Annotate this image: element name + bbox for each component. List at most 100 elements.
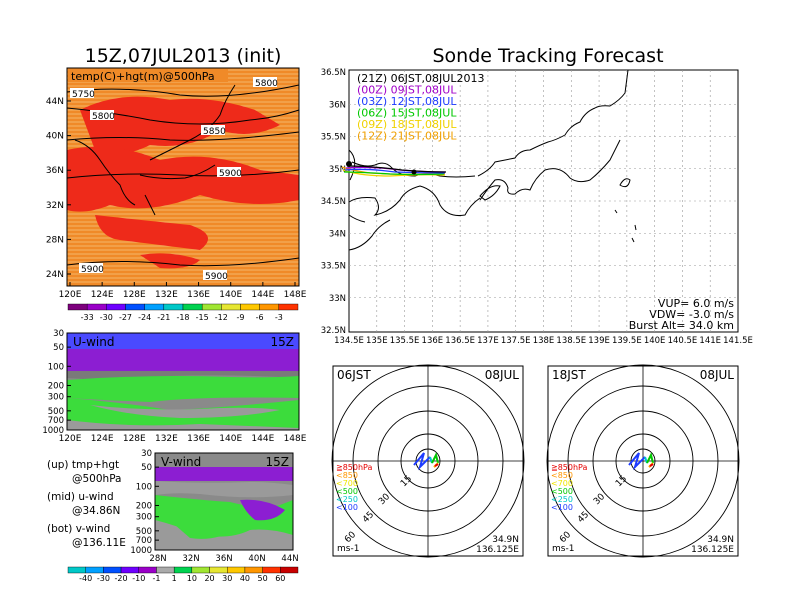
contour-label-5: 5900: [219, 169, 242, 179]
hodograph-segment: [649, 463, 654, 467]
temp-colorbar-swatch: [86, 303, 107, 311]
pressure-legend-entry: <700: [551, 479, 573, 488]
polar-plot-18jst: 18JST 08JUL15304560≧850hPa<850<700<500<25…: [546, 364, 740, 558]
polar-units: ms-1: [337, 544, 359, 554]
map-y-tick-label: 32N: [46, 201, 64, 211]
pressure-legend-entry: <850: [551, 471, 573, 480]
track-x-tick-label: 139E: [588, 336, 610, 346]
wind-colorbar-label: 30: [222, 574, 232, 583]
track-grid: 134.5E 135E 135.5E 136E 136.5E 137E 137.5E 138E…: [321, 68, 753, 346]
track-x-tick-label: 134.5E: [334, 336, 364, 346]
hodograph-segment: [431, 452, 439, 464]
track-y-tick-label: 34N: [329, 229, 346, 239]
uwind-y-tick-label: 1000: [42, 426, 64, 436]
uwind-x-ticks: 120E 124E 128E 132E 136E 140E 144E 148E: [59, 434, 307, 444]
left-title: 15Z,07JUL2013 (init): [85, 45, 282, 67]
track-legend-entry: (21Z) 06JST,08JUL2013: [357, 72, 484, 85]
temp-colorbar-swatch: [240, 303, 260, 311]
track-x-tick-label: 138.5E: [556, 336, 586, 346]
map-y-tick-label: 36N: [46, 166, 64, 176]
temp-colorbar-label: -27: [119, 313, 132, 322]
contour-label-3: 5850: [203, 127, 226, 137]
legend-mid-line1: (mid) u-wind: [47, 491, 114, 503]
temp-colorbar-label: -21: [157, 313, 170, 322]
track-y-tick-label: 34.5N: [321, 197, 346, 207]
track-legend-entry: (00Z) 09JST,08JUL: [357, 84, 457, 97]
vwind-label: V-wind: [161, 455, 201, 469]
temp-colorbar-label: -12: [215, 313, 228, 322]
temp-colorbar-swatch: [259, 303, 280, 311]
map-x-tick-label: 140E: [219, 290, 242, 300]
contour-label-6: 5900: [81, 265, 104, 275]
pressure-legend-entry: <250: [551, 495, 573, 504]
temp-height-map: temp(C)+hgt(m)@500hPa 5750 5800 5850 580…: [46, 67, 307, 300]
side-legend: (up) tmp+hgt @500hPa (mid) u-wind @34.86…: [47, 459, 126, 549]
polar-date-label: 08JUL: [700, 368, 735, 382]
right-title: Sonde Tracking Forecast: [432, 45, 663, 67]
wind-colorbar-swatch: [67, 566, 86, 574]
track-x-tick-label: 136.5E: [445, 336, 475, 346]
map-y-tick-label: 24N: [46, 270, 64, 280]
wind-colorbar: -40 -30 -20 -10 -1 1 10 20 30 40 50 60: [67, 566, 299, 583]
pressure-legend-entry: <500: [551, 487, 573, 496]
legend-up-line1: (up) tmp+hgt: [47, 459, 119, 471]
map-x-tick-label: 120E: [59, 290, 82, 300]
temp-colorbar-label: -15: [196, 313, 209, 322]
track-x-tick-label: 140.5E: [668, 336, 698, 346]
uwind-y-tick-label: 500: [48, 407, 64, 417]
pressure-legend-entry: ≧850hPa: [551, 463, 588, 472]
track-x-tick-label: 140E: [644, 336, 666, 346]
temp-colorbar-swatch: [67, 303, 88, 311]
temp-colorbar-swatch: [182, 303, 203, 311]
uwind-x-tick-label: 136E: [187, 434, 210, 444]
polar-ring: [331, 364, 525, 558]
track-y-tick-label: 32.5N: [321, 326, 346, 336]
polar-lon: 136.125E: [476, 545, 519, 555]
pressure-legend-entry: ≧850hPa: [336, 463, 373, 472]
temp-colorbar-swatch: [201, 303, 222, 311]
wind-colorbar-label: 50: [258, 574, 268, 583]
temp-colorbar-label: -6: [256, 313, 264, 322]
track-x-tick-label: 138E: [533, 336, 555, 346]
temp-colorbar-swatch: [106, 303, 126, 311]
uwind-y-tick-label: 30: [53, 329, 64, 339]
temp-colorbar-label: -33: [81, 313, 94, 322]
track-map: 134.5E 135E 135.5E 136E 136.5E 137E 137.5E 138E…: [321, 68, 753, 346]
vwind-x-tick-label: 28N: [149, 554, 166, 564]
wind-colorbar-label: 1: [172, 574, 177, 583]
wind-colorbar-swatch: [191, 566, 210, 574]
vwind-x-tick-label: 36N: [215, 554, 232, 564]
track-x-tick-label: 139.5E: [612, 336, 642, 346]
pressure-legend-entry: <700: [336, 479, 358, 488]
wind-colorbar-label: 40: [240, 574, 250, 583]
track-x-tick-label: 135E: [366, 336, 388, 346]
track-y-tick-label: 36.5N: [321, 68, 346, 78]
launch-point: [411, 169, 417, 175]
polar-lon: 136.125E: [691, 545, 734, 555]
track-legend: (21Z) 06JST,08JUL2013(00Z) 09JST,08JUL (0…: [357, 72, 484, 143]
hodograph-segment: [434, 463, 439, 467]
contour-label-1: 5750: [72, 90, 95, 100]
map-x-tick-label: 136E: [187, 290, 210, 300]
temp-colorbar-label: -24: [138, 313, 151, 322]
polar-lat: 34.9N: [707, 535, 734, 545]
temp-colorbar-swatch: [125, 303, 145, 311]
vwind-x-tick-label: 40N: [248, 554, 265, 564]
wind-colorbar-swatch: [120, 566, 139, 574]
wind-colorbar-label: -1: [152, 574, 160, 583]
pressure-legend-entry: <850: [336, 471, 358, 480]
param-vup: VUP= 6.0 m/s: [658, 297, 734, 310]
map-y-ticks: 44N 40N 36N 32N 28N 24N: [46, 97, 71, 280]
polar-plot-06jst: 06JST 08JUL15304560≧850hPa<850<700<500<25…: [331, 364, 525, 558]
track-y-tick-label: 33.5N: [321, 262, 346, 272]
hodograph-segment: [628, 452, 646, 471]
uwind-y-tick-label: 200: [48, 381, 64, 391]
temp-colorbar-swatch: [221, 303, 241, 311]
wind-colorbar-label: 20: [204, 574, 214, 583]
track-legend-entry: (09Z) 18JST,08JUL: [357, 118, 457, 131]
wind-colorbar-swatch: [85, 566, 104, 574]
